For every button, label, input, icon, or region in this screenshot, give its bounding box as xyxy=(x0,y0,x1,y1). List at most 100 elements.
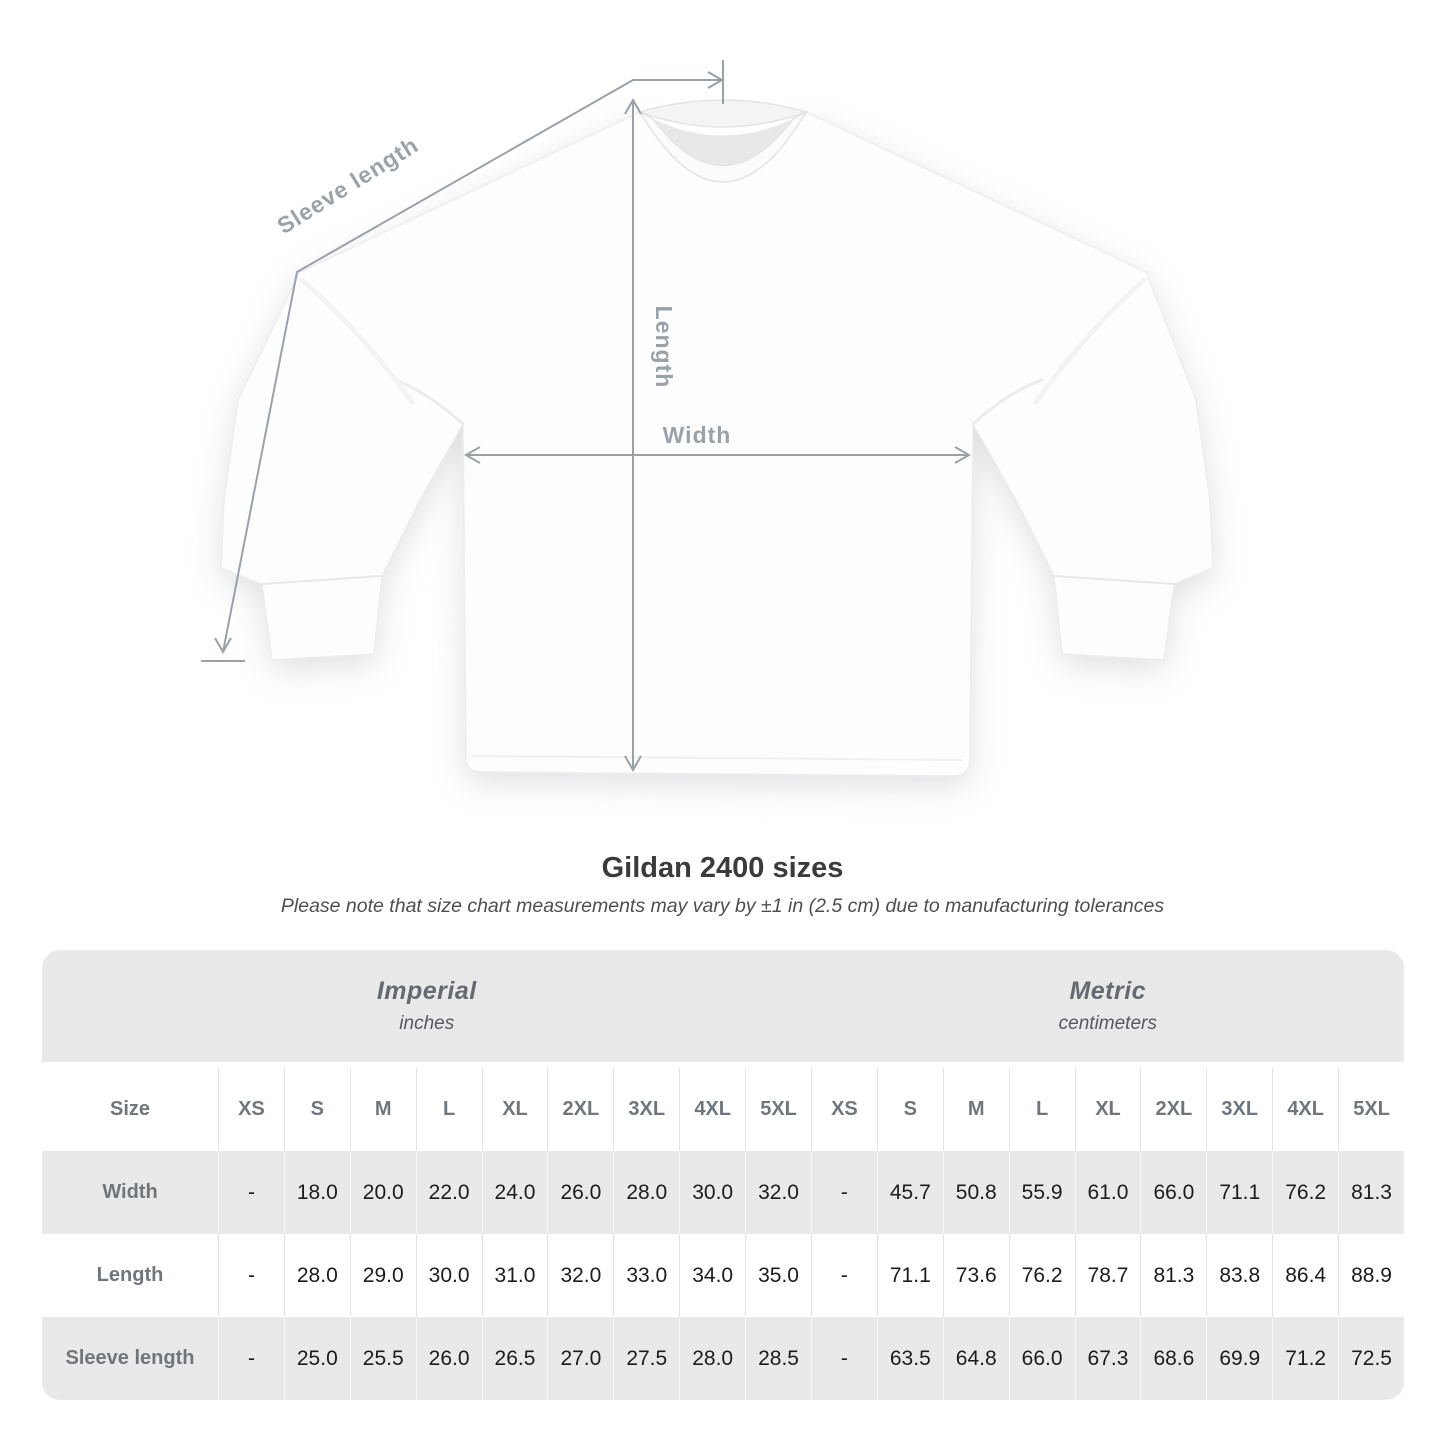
length-metric-l: 76.2 xyxy=(1008,1234,1075,1317)
size-header-imperial-l: L xyxy=(415,1068,482,1151)
width-metric-xl: 61.0 xyxy=(1074,1151,1141,1234)
width-arrow xyxy=(463,446,972,464)
length-metric-4xl: 86.4 xyxy=(1272,1234,1338,1317)
width-imperial-2xl: 26.0 xyxy=(547,1151,613,1234)
width-arrowhead-right xyxy=(954,446,972,464)
tolerance-note: Please note that size chart measurements… xyxy=(280,895,1165,917)
metric-unit: centimeters xyxy=(1058,1013,1157,1034)
sleeve-imperial-m: 25.5 xyxy=(349,1317,416,1400)
sleeve-imperial-5xl: 28.5 xyxy=(745,1317,811,1400)
sleeve-length-label: Sleeve length xyxy=(272,131,423,239)
width-metric-4xl: 76.2 xyxy=(1272,1151,1338,1234)
sleeve-length-arrowhead-bottom xyxy=(214,637,232,655)
size-header-metric-xs: XS xyxy=(810,1068,877,1151)
collar-back-band xyxy=(637,99,809,128)
row-label-sleeve-length: Sleeve length xyxy=(65,1347,195,1369)
table-row-width: Width - 18.0 20.0 22.0 24.0 26.0 28.0 30… xyxy=(42,1151,1404,1234)
length-imperial-4xl: 34.0 xyxy=(679,1234,745,1317)
width-metric-5xl: 81.3 xyxy=(1338,1151,1404,1234)
sleeve-metric-3xl: 69.9 xyxy=(1206,1317,1272,1400)
imperial-unit: inches xyxy=(399,1013,455,1034)
size-header-metric-m: M xyxy=(942,1068,1009,1151)
length-metric-s: 71.1 xyxy=(876,1234,943,1317)
size-header-imperial-s: S xyxy=(283,1068,350,1151)
fabric-creases xyxy=(261,277,1175,761)
length-metric-5xl: 88.9 xyxy=(1338,1234,1404,1317)
measurement-lines xyxy=(201,60,972,773)
size-header-metric-2xl: 2XL xyxy=(1140,1068,1206,1151)
sleeve-imperial-3xl: 27.5 xyxy=(613,1317,679,1400)
shirt-measurement-diagram: Sleeve length Length Width xyxy=(201,60,1214,777)
sleeve-metric-l: 66.0 xyxy=(1008,1317,1075,1400)
width-imperial-m: 20.0 xyxy=(349,1151,416,1234)
length-imperial-xl: 31.0 xyxy=(481,1234,548,1317)
length-imperial-m: 29.0 xyxy=(349,1234,416,1317)
sleeve-length-arrow xyxy=(201,60,725,662)
imperial-section-header: Imperial inches xyxy=(42,950,812,1062)
sleeve-metric-2xl: 68.6 xyxy=(1140,1317,1206,1400)
length-imperial-l: 30.0 xyxy=(415,1234,482,1317)
size-header-metric-3xl: 3XL xyxy=(1206,1068,1272,1151)
metric-title: Metric xyxy=(1069,977,1147,1005)
width-imperial-xs: - xyxy=(218,1151,284,1234)
metric-section-header: Metric centimeters xyxy=(812,950,1404,1062)
sleeve-metric-4xl: 71.2 xyxy=(1272,1317,1338,1400)
collar xyxy=(637,99,809,183)
length-metric-m: 73.6 xyxy=(942,1234,1009,1317)
width-metric-m: 50.8 xyxy=(942,1151,1009,1234)
sleeve-metric-5xl: 72.5 xyxy=(1338,1317,1404,1400)
sleeve-metric-m: 64.8 xyxy=(942,1317,1009,1400)
table-row-length: Length - 28.0 29.0 30.0 31.0 32.0 33.0 3… xyxy=(42,1234,1404,1317)
width-imperial-xl: 24.0 xyxy=(481,1151,548,1234)
sleeve-imperial-xl: 26.5 xyxy=(481,1317,548,1400)
size-column-header: Size xyxy=(109,1098,151,1120)
width-metric-2xl: 66.0 xyxy=(1140,1151,1206,1234)
length-metric-xs: - xyxy=(810,1234,877,1317)
size-header-imperial-xl: XL xyxy=(481,1068,548,1151)
sleeve-metric-xl: 67.3 xyxy=(1074,1317,1141,1400)
sleeve-imperial-s: 25.0 xyxy=(283,1317,350,1400)
width-metric-s: 45.7 xyxy=(876,1151,943,1234)
length-label: Length xyxy=(651,306,677,389)
width-imperial-l: 22.0 xyxy=(415,1151,482,1234)
sleeve-imperial-l: 26.0 xyxy=(415,1317,482,1400)
size-header-imperial-m: M xyxy=(349,1068,416,1151)
length-metric-3xl: 83.8 xyxy=(1206,1234,1272,1317)
width-metric-l: 55.9 xyxy=(1008,1151,1075,1234)
size-header-metric-xl: XL xyxy=(1074,1068,1141,1151)
width-label: Width xyxy=(663,422,732,448)
size-header-imperial-xs: XS xyxy=(218,1068,284,1151)
size-header-imperial-3xl: 3XL xyxy=(613,1068,679,1151)
width-metric-3xl: 71.1 xyxy=(1206,1151,1272,1234)
imperial-title: Imperial xyxy=(376,977,477,1005)
size-header-metric-l: L xyxy=(1008,1068,1075,1151)
length-imperial-s: 28.0 xyxy=(283,1234,350,1317)
row-label-length: Length xyxy=(96,1264,164,1286)
width-imperial-5xl: 32.0 xyxy=(745,1151,811,1234)
length-arrowhead-top xyxy=(624,97,642,115)
length-imperial-2xl: 32.0 xyxy=(547,1234,613,1317)
sleeve-imperial-4xl: 28.0 xyxy=(679,1317,745,1400)
collar-front-band xyxy=(637,110,809,183)
units-header-band: Imperial inches Metric centimeters xyxy=(42,950,1404,1062)
table-row-sleeve-length: Sleeve length - 25.0 25.5 26.0 26.5 27.0… xyxy=(42,1317,1404,1400)
page-title: Gildan 2400 sizes xyxy=(601,852,844,884)
size-header-metric-5xl: 5XL xyxy=(1338,1068,1404,1151)
width-metric-xs: - xyxy=(810,1151,877,1234)
size-header-row: Size XS S M L XL 2XL 3XL 4XL 5XL XS S M … xyxy=(42,1068,1404,1151)
size-header-metric-4xl: 4XL xyxy=(1272,1068,1338,1151)
size-header-imperial-4xl: 4XL xyxy=(679,1068,745,1151)
width-imperial-4xl: 30.0 xyxy=(679,1151,745,1234)
size-header-imperial-5xl: 5XL xyxy=(745,1068,811,1151)
length-metric-xl: 78.7 xyxy=(1074,1234,1141,1317)
sleeve-metric-xs: - xyxy=(810,1317,877,1400)
length-imperial-5xl: 35.0 xyxy=(745,1234,811,1317)
sleeve-imperial-xs: - xyxy=(218,1317,284,1400)
row-label-width: Width xyxy=(102,1181,158,1203)
shirt-illustration xyxy=(220,99,1214,777)
sleeve-metric-s: 63.5 xyxy=(876,1317,943,1400)
length-arrowhead-bottom xyxy=(624,755,642,773)
width-arrowhead-left xyxy=(463,446,481,464)
sleeve-length-arrowhead-top xyxy=(707,71,725,89)
